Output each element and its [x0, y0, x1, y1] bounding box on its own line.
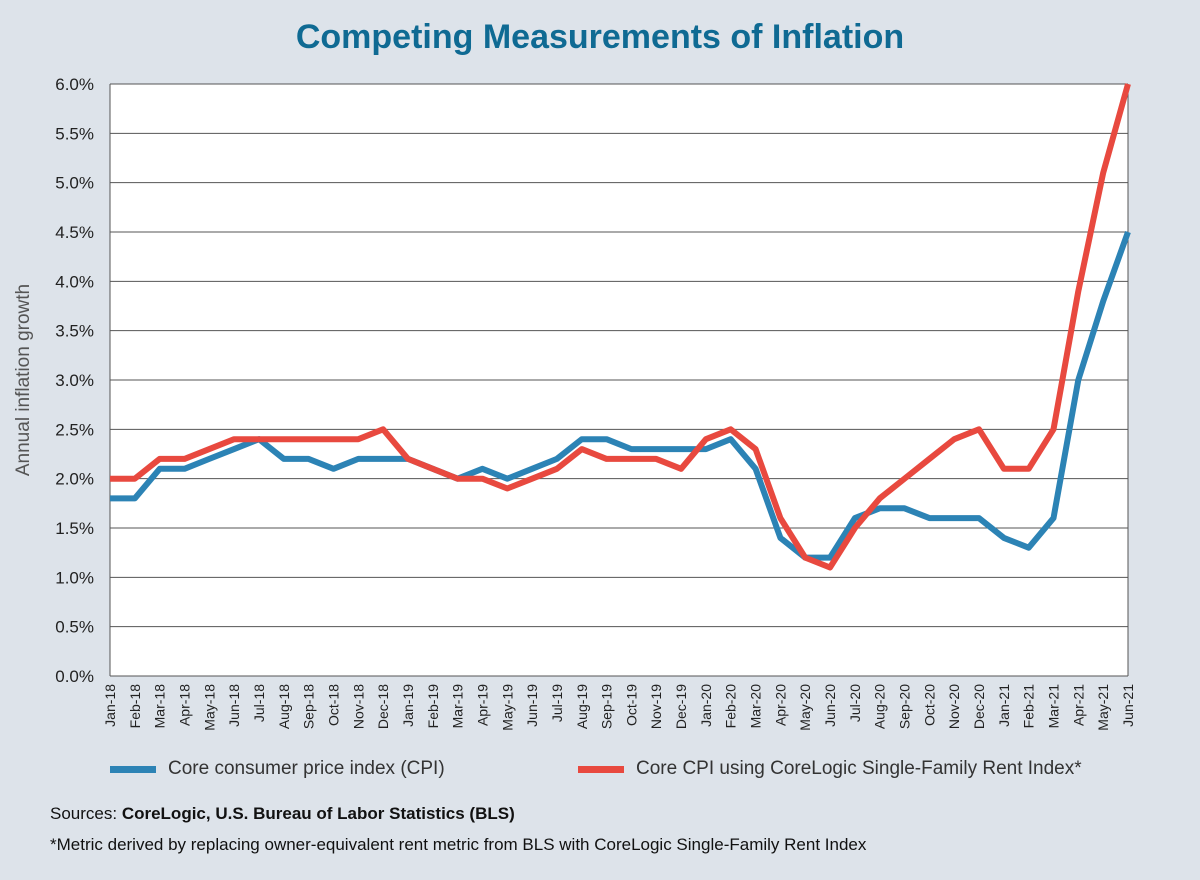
sources-text: CoreLogic, U.S. Bureau of Labor Statisti…: [121, 804, 515, 823]
y-tick-label: 2.5%: [55, 420, 94, 439]
x-tick-label: May-21: [1095, 684, 1111, 731]
y-tick-label: 1.5%: [55, 519, 94, 538]
y-axis-label: Annual inflation growth: [13, 284, 34, 476]
x-tick-label: Feb-19: [425, 684, 441, 729]
x-tick-label: Apr-20: [772, 684, 788, 726]
x-tick-label: Jun-20: [822, 684, 838, 727]
x-tick-label: May-20: [797, 684, 813, 731]
x-tick-label: Jan-21: [996, 684, 1012, 727]
x-tick-label: Mar-21: [1046, 684, 1062, 729]
x-tick-label: Jul-20: [847, 684, 863, 722]
chart-title: Competing Measurements of Inflation: [295, 18, 905, 56]
series-line-corelogic: [110, 83, 1131, 571]
line-chart: 0.0% 0.5% 1.0% 1.5% 2.0% 2.5% 3.0% 3.5% 4.0% 4.5%…: [13, 75, 1136, 731]
x-tick-label: Mar-18: [152, 684, 168, 729]
legend-swatch-cpi: [110, 765, 156, 773]
x-tick-label: Dec-18: [375, 684, 391, 729]
x-tick-label: Mar-19: [450, 684, 466, 729]
legend-item-corelogic: Core CPI using CoreLogic Single-Family R…: [578, 758, 1082, 780]
x-tick-label: Nov-20: [946, 684, 962, 729]
x-tick-label: Jan-20: [698, 684, 714, 727]
x-tick-label: Sep-18: [301, 684, 317, 729]
x-tick-label: Jan-18: [102, 684, 118, 727]
y-tick-label: 5.5%: [55, 124, 94, 143]
x-tick-label: Aug-18: [276, 684, 292, 729]
x-tick-label: Feb-21: [1021, 684, 1037, 729]
y-axis-ticks: 0.0% 0.5% 1.0% 1.5% 2.0% 2.5% 3.0% 3.5% 4.0% 4.5%…: [55, 75, 94, 686]
x-tick-label: Oct-19: [623, 684, 639, 726]
y-tick-label: 2.0%: [55, 470, 94, 489]
sources-note: Sources: CoreLogic, U.S. Bureau of Labor…: [50, 804, 515, 824]
y-tick-label: 0.5%: [55, 618, 94, 637]
legend-item-cpi: Core consumer price index (CPI): [110, 758, 445, 780]
legend: Core consumer price index (CPI) Core CPI…: [110, 758, 1150, 784]
x-tick-label: Sep-19: [599, 684, 615, 729]
y-tick-label: 4.0%: [55, 272, 94, 291]
x-tick-label: Feb-18: [127, 684, 143, 729]
x-tick-label: Jul-18: [251, 684, 267, 722]
y-tick-label: 5.0%: [55, 174, 94, 193]
legend-label-corelogic: Core CPI using CoreLogic Single-Family R…: [636, 758, 1082, 779]
x-tick-label: Jan-19: [400, 684, 416, 727]
x-axis-ticks: Jan-18 Feb-18 Mar-18 Apr-18 May-18 Jun-18 Jul-…: [102, 684, 1136, 731]
footnote: *Metric derived by replacing owner-equiv…: [50, 835, 867, 854]
y-tick-label: 3.0%: [55, 371, 94, 390]
legend-swatch-corelogic: [578, 765, 624, 773]
gridlines: [109, 83, 1129, 677]
x-tick-label: May-18: [201, 684, 217, 731]
x-tick-label: Nov-19: [648, 684, 664, 729]
x-tick-label: Jul-19: [549, 684, 565, 722]
x-tick-label: Apr-21: [1070, 684, 1086, 726]
x-tick-label: Jun-18: [226, 684, 242, 727]
legend-label-cpi: Core consumer price index (CPI): [168, 758, 445, 779]
y-tick-label: 6.0%: [55, 75, 94, 94]
y-tick-label: 4.5%: [55, 223, 94, 242]
x-tick-label: Mar-20: [748, 684, 764, 729]
x-tick-label: Jun-19: [524, 684, 540, 727]
x-tick-label: Oct-18: [325, 684, 341, 726]
sources-prefix: Sources:: [50, 804, 122, 823]
series-line-cpi: [110, 230, 1131, 561]
x-tick-label: May-19: [499, 684, 515, 731]
y-tick-label: 3.5%: [55, 322, 94, 341]
x-tick-label: Apr-19: [474, 684, 490, 726]
x-tick-label: Feb-20: [723, 684, 739, 729]
x-tick-label: Oct-20: [921, 684, 937, 726]
x-tick-label: Dec-19: [673, 684, 689, 729]
series-lines: [110, 83, 1131, 571]
y-tick-label: 1.0%: [55, 568, 94, 587]
x-tick-label: Nov-18: [350, 684, 366, 729]
x-tick-label: Aug-19: [574, 684, 590, 729]
x-tick-label: Jun-21: [1120, 684, 1136, 727]
x-tick-label: Sep-20: [897, 684, 913, 729]
x-tick-label: Dec-20: [971, 684, 987, 729]
x-tick-label: Apr-18: [176, 684, 192, 726]
y-tick-label: 0.0%: [55, 667, 94, 686]
x-tick-label: Aug-20: [872, 684, 888, 729]
